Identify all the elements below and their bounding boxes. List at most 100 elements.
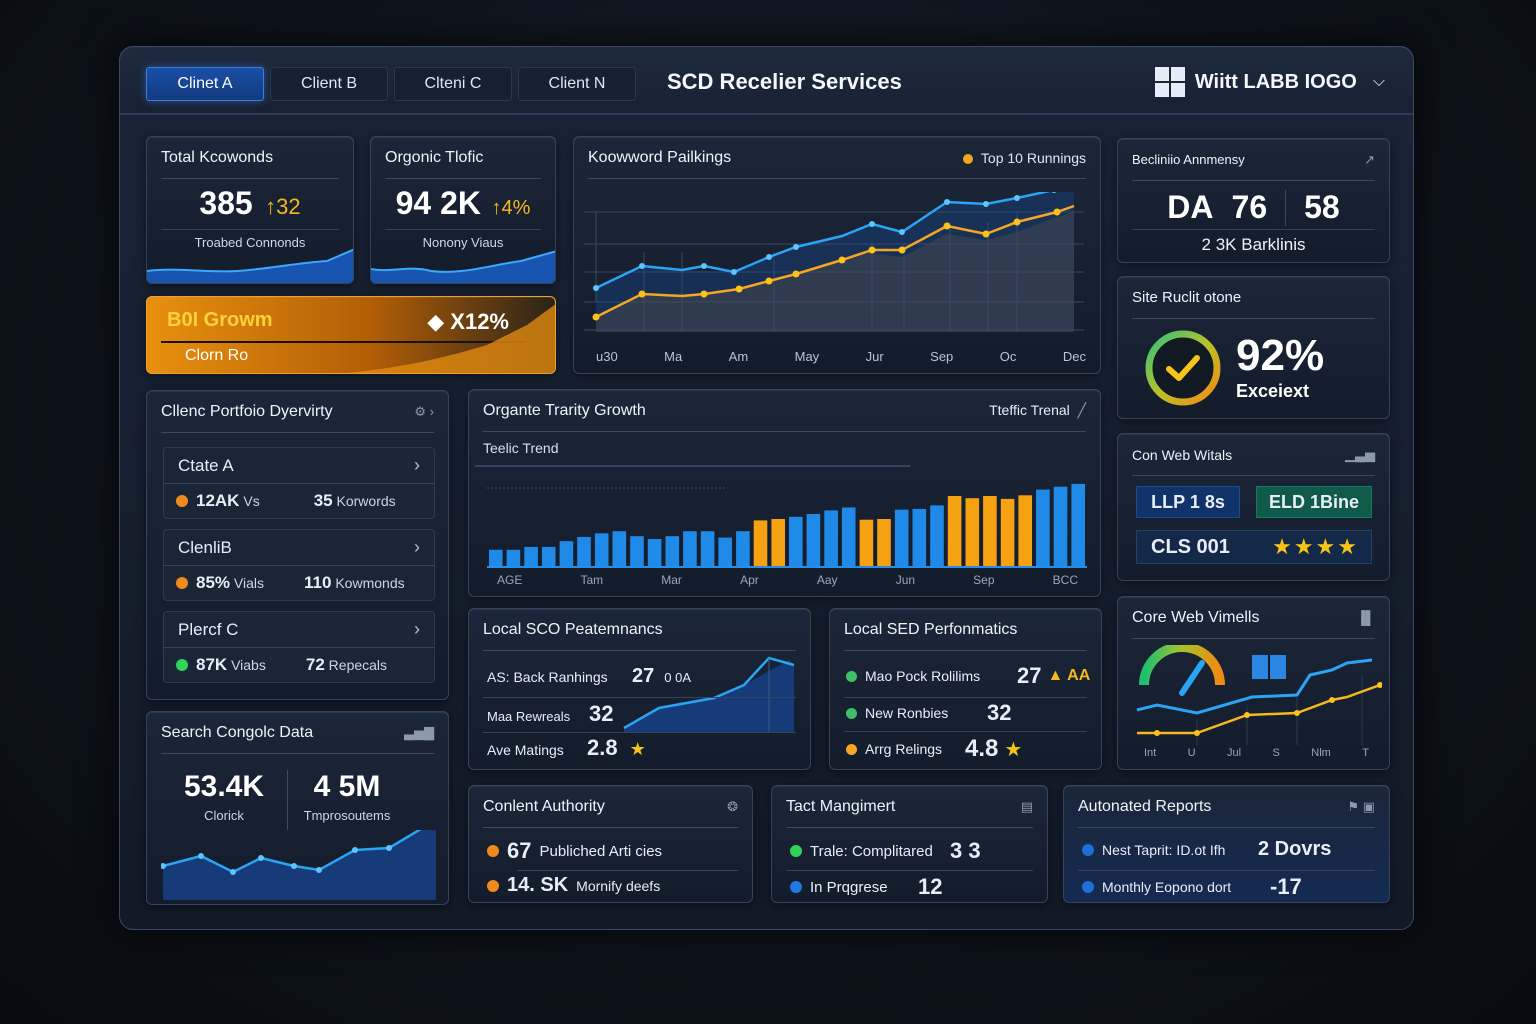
traffic-bar <box>577 536 591 567</box>
traffic-bar <box>594 533 609 567</box>
status-dot <box>846 670 857 682</box>
traffic-bar <box>559 541 574 567</box>
traffic-bar <box>983 496 997 567</box>
gauge-icon <box>1139 645 1225 686</box>
client-name: ClenliB <box>178 537 232 557</box>
star-icon: ★ <box>629 739 646 759</box>
windows-grid-icon <box>1154 67 1185 97</box>
search-console-card: Search Congolc Data ▃▅▇ 53.4K Clorick 4 … <box>146 711 449 905</box>
status-dot <box>1082 881 1094 893</box>
tab-client-n[interactable]: Client N <box>518 67 636 101</box>
automated-reports-card: Autonated Reports ⚑ ▣ Nest Taprit: ID.ot… <box>1063 785 1390 903</box>
portfolio-item-client-a[interactable]: Ctate A › 12AK Vs 35 Korwords <box>163 447 435 519</box>
content-row: 67 Publiched Arti cies <box>487 838 662 864</box>
status-dot <box>846 743 857 755</box>
status-dot <box>790 881 802 893</box>
status-dot <box>790 845 802 857</box>
status-dot <box>176 577 188 589</box>
portfolio-item-client-c[interactable]: Plercf C › 87K Viabs 72 Repecals <box>163 611 435 683</box>
traffic-bar <box>947 496 962 567</box>
traffic-delta: ↑4% <box>491 197 531 219</box>
brand-name: Wiitt LABB IOGO <box>1194 70 1357 93</box>
status-dot <box>487 879 499 892</box>
card-title: Autonated Reports <box>1078 797 1212 815</box>
card-title: Local SED Perfonmatics <box>844 620 1018 638</box>
audit-score: 92% <box>1236 331 1325 380</box>
portfolio-item-client-b[interactable]: ClenliB › 85% Vials 110 Kowmonds <box>163 529 435 601</box>
tab-client-a[interactable]: Clinet A <box>146 67 264 101</box>
dashboard-window: Clinet A Client B Clteni C Client N SCD … <box>119 46 1414 930</box>
task-row: Trale: Complitared 3 3 <box>790 838 981 864</box>
traffic-bar <box>894 509 909 567</box>
signal-icon[interactable]: ▁▃▅ <box>1345 446 1375 462</box>
cwv-line-chart <box>1136 645 1382 745</box>
core-web-vitals-chart-card: Core Web Vimells ▐▌ Int U Jul S Nlm T <box>1117 596 1390 770</box>
status-dot <box>846 707 857 719</box>
client-name: Plercf C <box>178 619 239 639</box>
keywords-sparkline <box>147 248 353 283</box>
card-title: Search Congolc Data <box>161 723 314 741</box>
rankings-legend[interactable]: Top 10 Runnings <box>962 150 1086 166</box>
chevron-right-icon: › <box>414 537 420 557</box>
bar-chart-icon[interactable]: ▐▌ <box>1356 610 1375 625</box>
local-seo-row: New Ronbies 32 <box>846 700 1011 726</box>
pa-value: 58 <box>1304 189 1340 225</box>
card-title: Tact Mangimert <box>786 797 896 815</box>
traffic-bar <box>789 516 803 567</box>
client-tabs: Clinet A Client B Clteni C Client N <box>146 67 636 101</box>
card-title: Koowword Pailkings <box>588 148 732 166</box>
task-management-card: Tact Mangimert ▤ Trale: Complitared 3 3 … <box>771 785 1048 903</box>
checkmark-icon <box>1166 355 1200 381</box>
chevron-down-icon[interactable]: ⌵ <box>1372 73 1385 90</box>
backlinks-card: Becliniio Annmensy ↗ DA 76 58 2 3K Barkl… <box>1117 138 1390 263</box>
chevron-right-icon: › <box>414 619 420 639</box>
tab-client-b[interactable]: Client B <box>270 67 388 101</box>
local-seo-row: Mao Pock Rolilims 27 ▲ AA <box>846 663 1090 689</box>
local-seo-row: Arrg Relings 4.8 ★ <box>846 735 1022 763</box>
card-title: Becliniio Annmensy <box>1132 152 1245 167</box>
card-title: Cllenc Portfoio Dyervirty <box>161 402 333 420</box>
local-seo-card-2: Local SED Perfonmatics Mao Pock Rolilims… <box>829 608 1102 770</box>
local-seo-card-1: Local SCO Peatemnancs AS: Back Ranhings … <box>468 608 811 770</box>
traffic-bar <box>1053 486 1068 567</box>
keywords-subtitle: Troabed Connonds <box>194 235 306 250</box>
impressions-label: Tmprosoutems <box>303 808 391 823</box>
client-name: Ctate A <box>178 455 234 475</box>
local-seo-area-chart <box>623 656 795 733</box>
settings-icon[interactable]: ⚙ › <box>414 403 434 419</box>
traffic-bar <box>806 514 821 567</box>
report-icons[interactable]: ⚑ ▣ <box>1347 798 1375 814</box>
traffic-sparkline <box>371 250 555 283</box>
traffic-bar <box>859 519 874 567</box>
local-seo-row: Ave Matings 2.8 ★ <box>487 735 646 760</box>
roi-subtitle: Clorn Ro <box>185 347 249 364</box>
roi-growth-card: B0I Growm ◆ X12% Clorn Ro <box>146 296 556 374</box>
megaphone-icon[interactable]: ❂ <box>727 798 738 814</box>
traffic-bar <box>912 508 927 567</box>
trend-icon: ╱ <box>1077 402 1086 418</box>
book-icon[interactable]: ▤ <box>1020 798 1033 814</box>
rating-stars-icon: ★★★★ <box>1272 534 1359 559</box>
traffic-growth-card: Organte Trarity Growth Tteffic Trenal ╱ … <box>468 389 1101 597</box>
brand-menu[interactable]: Wiitt LABB IOGO ⌵ <box>1154 67 1385 97</box>
roi-title: B0I Growm <box>167 309 273 331</box>
local-seo-row: Maa Rewreals 32 <box>487 701 614 726</box>
traffic-bar <box>736 531 750 567</box>
traffic-x-axis: AGE Tam Mar Apr Aay Jun Sep BCC <box>497 573 1078 587</box>
card-title: Local SCO Peatemnancs <box>483 620 663 638</box>
chevron-right-icon: › <box>414 455 420 475</box>
backlinks-count: 2 3K Barklinis <box>1201 235 1306 254</box>
traffic-bar-chart <box>487 483 1087 568</box>
cls-metric: CLS 001 <box>1151 535 1230 558</box>
traffic-bar <box>506 549 521 567</box>
top-bar: Clinet A Client B Clteni C Client N SCD … <box>120 47 1413 115</box>
traffic-subtitle: Nonony Viaus <box>422 235 504 250</box>
traffic-bar <box>524 546 538 567</box>
card-title: Con Web Witals <box>1132 446 1233 463</box>
link-icon[interactable]: ↗ <box>1364 151 1375 167</box>
organic-traffic-card: Orgonic Tlofic 94 2K ↑4% Nonony Viaus <box>370 136 556 284</box>
traffic-bar <box>647 539 662 567</box>
traffic-legend[interactable]: Tteffic Trenal ╱ <box>989 402 1086 418</box>
bar-chart-icon[interactable]: ▃▅▇ <box>404 724 434 740</box>
tab-client-c[interactable]: Clteni C <box>394 67 512 101</box>
